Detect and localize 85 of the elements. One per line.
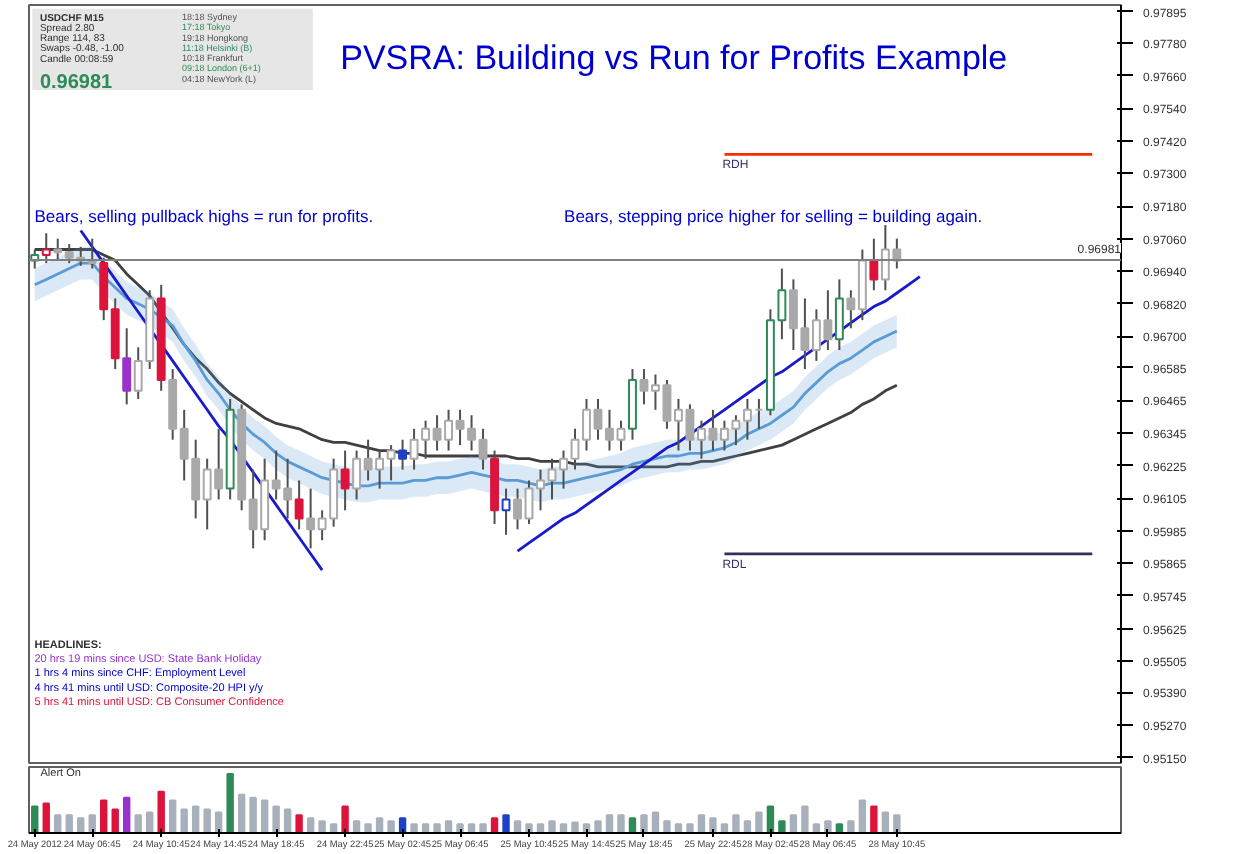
bar [364, 823, 372, 833]
bar [640, 814, 648, 833]
bar [134, 814, 142, 833]
bar [283, 808, 292, 833]
bar [42, 802, 50, 833]
bar [605, 814, 614, 833]
bar [847, 820, 855, 833]
bar [65, 814, 73, 833]
bar [594, 820, 602, 833]
bar [410, 823, 418, 833]
bar [433, 823, 441, 833]
bar [628, 817, 637, 833]
bar [755, 811, 763, 833]
line-series [79, 229, 324, 572]
candlestick [340, 449, 350, 512]
bar [651, 811, 660, 833]
bar [467, 823, 476, 833]
bar [341, 805, 349, 833]
candlestick [122, 327, 132, 406]
bar [571, 821, 579, 833]
bar [180, 808, 188, 833]
bar [893, 814, 901, 833]
bar [617, 814, 625, 833]
bar [375, 817, 384, 833]
bar [329, 823, 338, 833]
bar [260, 799, 269, 833]
bar [157, 790, 165, 833]
text: PVSRA: Building vs Run for Profits Example [340, 39, 1008, 78]
bar [77, 817, 85, 833]
bar [835, 823, 844, 833]
bar [237, 793, 246, 833]
bar [456, 823, 464, 833]
bar [674, 823, 683, 833]
bar [272, 805, 280, 833]
bar [881, 811, 890, 833]
bar [559, 823, 568, 833]
annotation: Bears, stepping price higher for selling = building again. [564, 205, 983, 226]
bar [709, 817, 717, 833]
bar [421, 823, 430, 833]
bar [387, 820, 395, 833]
bar [525, 823, 533, 833]
candlestick [501, 487, 511, 536]
bar [479, 823, 487, 833]
bar [686, 823, 694, 833]
bar [111, 808, 119, 833]
bar [295, 814, 303, 833]
bar [306, 817, 315, 833]
bar [801, 805, 809, 833]
bar [490, 817, 499, 833]
bar [766, 805, 775, 833]
bar [548, 820, 556, 833]
bar [318, 820, 326, 833]
line-series [516, 275, 922, 553]
bar [536, 823, 545, 833]
bar [100, 799, 108, 833]
bar [870, 805, 878, 833]
bar [502, 814, 510, 833]
bar [123, 796, 131, 833]
bar [812, 823, 821, 833]
bar [778, 820, 786, 833]
bar [513, 820, 522, 833]
bar [54, 814, 62, 833]
candlestick [398, 438, 408, 471]
annotation: Bears, selling pullback highs = run for profits. [34, 205, 374, 226]
candlestick [869, 237, 879, 292]
bar [249, 796, 257, 833]
annotation: 0.96981 [39, 71, 114, 94]
bar [444, 820, 453, 833]
bar [824, 820, 832, 833]
bar [168, 799, 177, 833]
bar [858, 799, 867, 833]
bar [789, 814, 798, 833]
candlestick [294, 479, 304, 531]
bar [663, 820, 671, 833]
candlestick [834, 278, 844, 352]
bar [203, 808, 211, 833]
bar [226, 773, 234, 833]
bar [720, 823, 729, 833]
bar [145, 811, 154, 833]
bar [732, 814, 740, 833]
bar [743, 820, 752, 833]
bar [191, 805, 200, 833]
bar [352, 820, 361, 833]
bar [697, 814, 706, 833]
bar [31, 805, 39, 833]
